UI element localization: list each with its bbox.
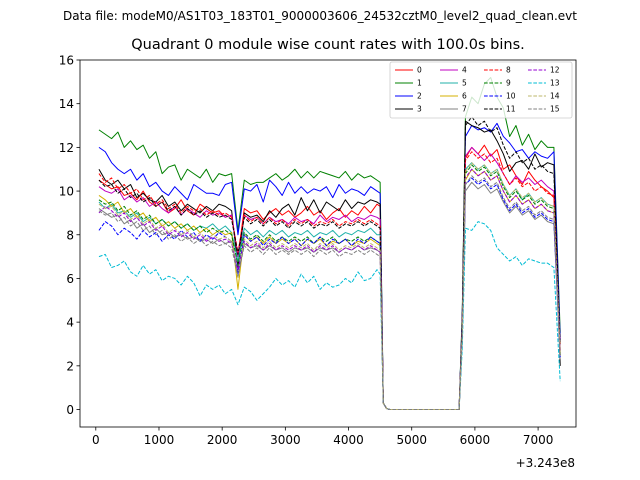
legend-label-5: 5 bbox=[462, 79, 467, 88]
plot-area: 0 1000 2000 3000 4000 5000 6000 700002468101214… bbox=[59, 54, 577, 447]
series-line-3 bbox=[98, 120, 561, 411]
figure-supertitle: Data file: modeM0/AS1T03_183T01_90000036… bbox=[63, 9, 577, 23]
x-offset-label: +3.243e8 bbox=[516, 456, 575, 470]
y-tick-label: 2 bbox=[66, 359, 74, 373]
legend-label-12: 12 bbox=[550, 66, 560, 75]
x-tick-label: 0 bbox=[92, 433, 100, 447]
y-tick-label: 4 bbox=[66, 316, 74, 330]
legend-label-2: 2 bbox=[417, 92, 422, 101]
y-tick-label: 6 bbox=[66, 272, 74, 286]
series-line-8 bbox=[98, 151, 561, 411]
legend-label-7: 7 bbox=[462, 105, 467, 114]
series-line-5 bbox=[98, 162, 561, 411]
legend-label-10: 10 bbox=[506, 92, 516, 101]
y-tick-label: 14 bbox=[59, 97, 74, 111]
legend-label-9: 9 bbox=[506, 79, 511, 88]
legend-label-4: 4 bbox=[462, 66, 467, 75]
y-tick-label: 16 bbox=[59, 54, 74, 68]
series-line-11 bbox=[98, 116, 561, 411]
legend-label-15: 15 bbox=[550, 105, 560, 114]
series-line-15 bbox=[98, 175, 561, 411]
y-tick-label: 0 bbox=[66, 403, 74, 417]
x-tick-label: 7000 bbox=[523, 433, 554, 447]
legend-label-8: 8 bbox=[506, 66, 511, 75]
y-tick-label: 10 bbox=[59, 185, 74, 199]
legend-label-0: 0 bbox=[417, 66, 422, 75]
chart-title: Quadrant 0 module wise count rates with … bbox=[131, 37, 525, 53]
x-tick-label: 1000 bbox=[144, 433, 175, 447]
series-line-0 bbox=[98, 144, 561, 411]
legend-label-13: 13 bbox=[550, 79, 560, 88]
x-tick-label: 2000 bbox=[207, 433, 238, 447]
series-line-9 bbox=[98, 164, 561, 411]
legend-label-11: 11 bbox=[506, 105, 516, 114]
y-tick-label: 12 bbox=[59, 141, 74, 155]
x-tick-label: 5000 bbox=[396, 433, 427, 447]
legend-box bbox=[389, 61, 573, 119]
legend-label-14: 14 bbox=[550, 92, 560, 101]
series-line-12 bbox=[98, 168, 561, 411]
series-line-10 bbox=[98, 177, 561, 411]
x-tick-label: 6000 bbox=[460, 433, 491, 447]
axes-frame bbox=[79, 59, 577, 428]
series-line-13 bbox=[98, 221, 561, 411]
x-tick-label: 3000 bbox=[270, 433, 301, 447]
x-tick-label: 4000 bbox=[333, 433, 364, 447]
legend-label-3: 3 bbox=[417, 105, 422, 114]
legend-label-6: 6 bbox=[462, 92, 467, 101]
legend-label-1: 1 bbox=[417, 79, 422, 88]
y-tick-label: 8 bbox=[66, 228, 74, 242]
series-line-14 bbox=[98, 162, 561, 411]
series-lines bbox=[98, 76, 561, 411]
series-line-2 bbox=[98, 122, 561, 411]
